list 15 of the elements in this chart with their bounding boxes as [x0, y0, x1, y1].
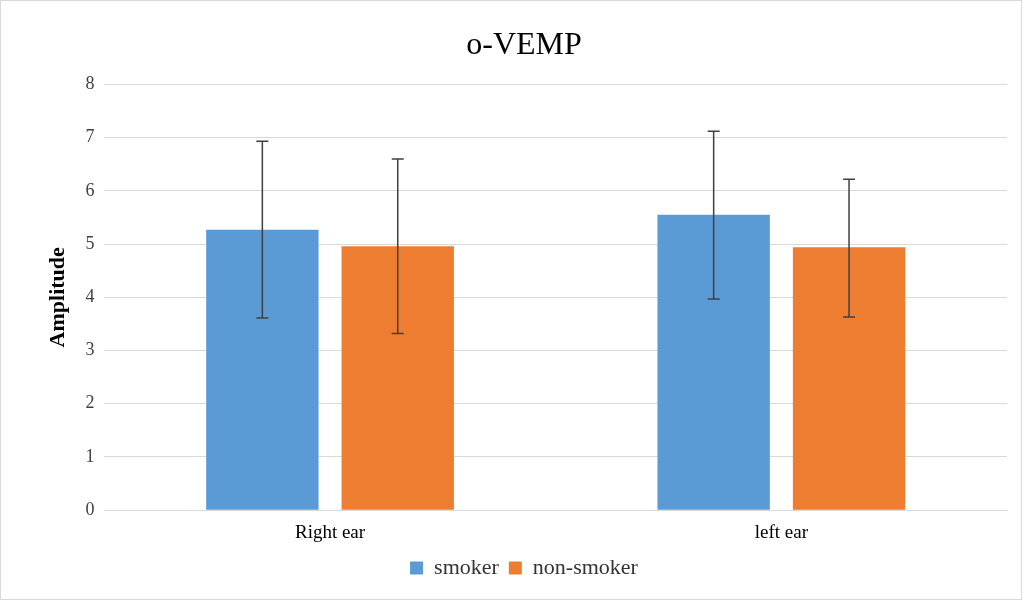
y-tick-label: 8 [85, 73, 95, 94]
y-tick-label: 1 [85, 445, 95, 466]
y-tick-label: 5 [85, 232, 95, 253]
y-tick-label: 6 [85, 179, 95, 200]
y-tick-label: 4 [85, 286, 95, 307]
y-axis-title: Amplitude [43, 246, 69, 348]
legend-label: non-smoker [532, 553, 639, 579]
x-tick-label: Right ear [294, 520, 366, 542]
x-tick-label: left ear [754, 520, 809, 542]
y-tick-label: 7 [85, 126, 95, 147]
legend-label: smoker [434, 553, 500, 579]
y-tick-label: 0 [85, 498, 95, 519]
y-tick-label: 2 [85, 392, 95, 413]
chart-title: o-VEMP [466, 24, 582, 61]
y-tick-label: 3 [85, 339, 95, 360]
